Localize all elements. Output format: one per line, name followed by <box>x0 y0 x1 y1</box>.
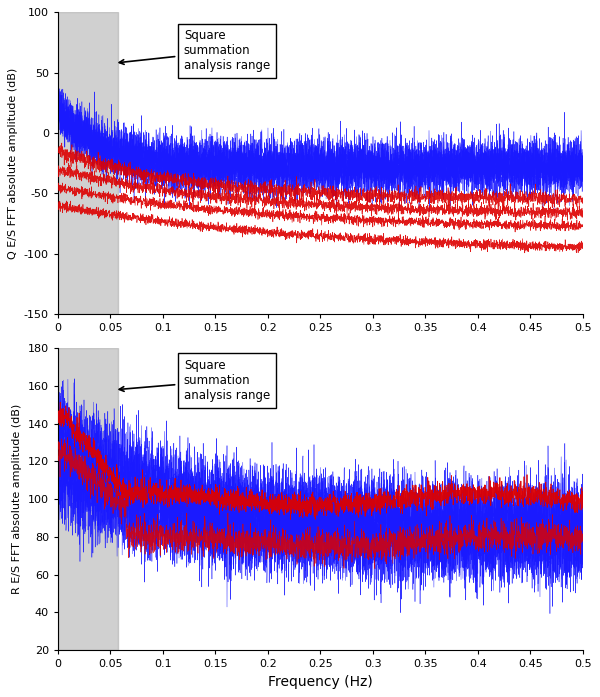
Bar <box>58 348 118 650</box>
Y-axis label: R E/S FFT absolute amplitude (dB): R E/S FFT absolute amplitude (dB) <box>12 404 22 595</box>
Text: Square
summation
analysis range: Square summation analysis range <box>119 29 270 72</box>
Text: Square
summation
analysis range: Square summation analysis range <box>119 359 270 402</box>
Y-axis label: Q E/S FFT absolute amplitude (dB): Q E/S FFT absolute amplitude (dB) <box>8 68 19 259</box>
Bar <box>58 13 118 314</box>
X-axis label: Frequency (Hz): Frequency (Hz) <box>268 675 373 689</box>
